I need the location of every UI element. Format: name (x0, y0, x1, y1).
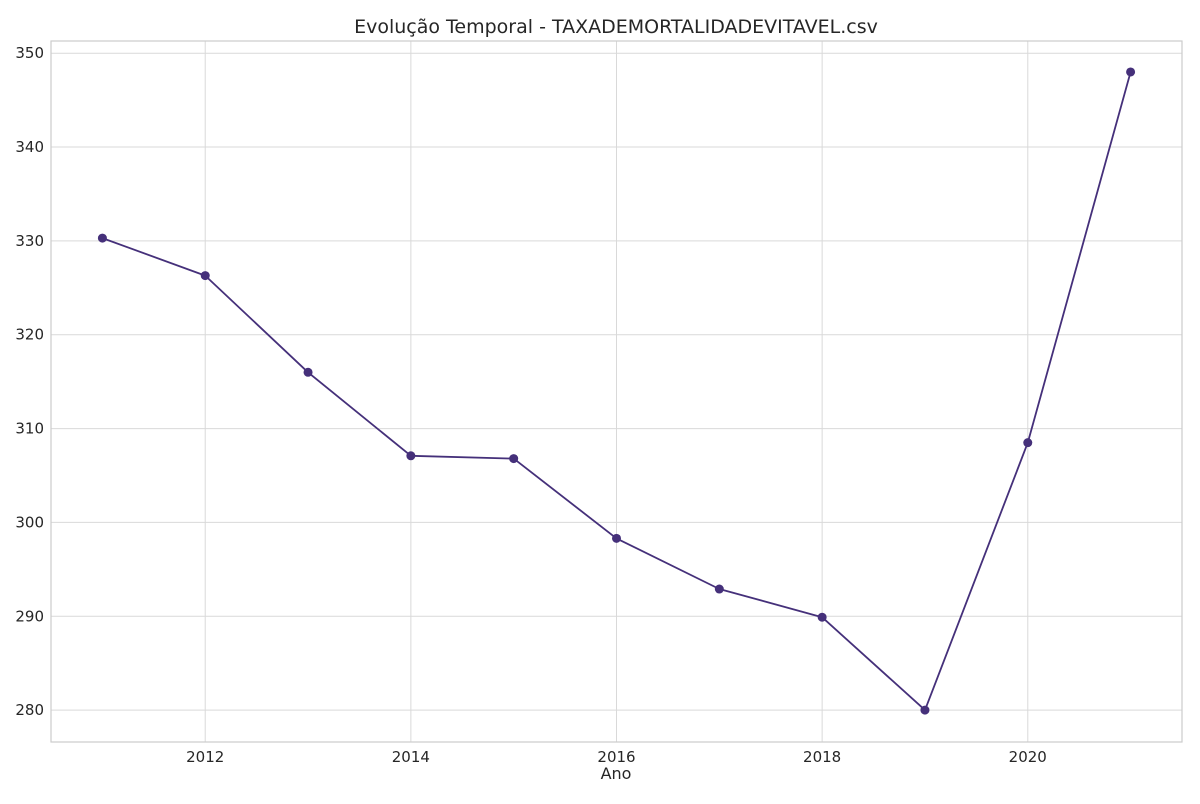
data-point[interactable] (509, 454, 519, 464)
data-point[interactable] (1126, 67, 1136, 77)
y-tick-label: 340 (15, 138, 44, 156)
y-tick-label: 280 (15, 701, 44, 719)
data-point[interactable] (612, 533, 621, 543)
x-tick-label: 2018 (803, 748, 841, 766)
data-point[interactable] (1023, 438, 1033, 448)
y-tick-label: 330 (15, 232, 44, 250)
y-tick-label: 300 (15, 513, 44, 531)
y-tick-label: 320 (15, 326, 44, 344)
data-point[interactable] (714, 584, 724, 594)
grid (51, 41, 1182, 742)
data-point[interactable] (303, 367, 313, 377)
x-axis-title: Ano (601, 764, 632, 783)
data-point[interactable] (406, 451, 416, 461)
y-tick-label: 290 (15, 607, 44, 625)
data-point[interactable] (97, 233, 107, 243)
x-tick-label: 2012 (186, 748, 224, 766)
y-tick-label: 350 (15, 44, 44, 62)
data-point[interactable] (200, 271, 210, 281)
chart-title: Evolução Temporal - TAXADEMORTALIDADEVIT… (354, 16, 878, 38)
data-point[interactable] (817, 612, 827, 622)
plot-frame (50, 40, 1183, 743)
x-tick-label: 2020 (1009, 748, 1047, 766)
x-tick-label: 2016 (597, 748, 635, 766)
series (97, 67, 1136, 715)
data-point[interactable] (920, 705, 930, 715)
tick-labels: 2012 2014 2016 2018 2020 280 290 300 310 320 330 34… (15, 44, 1047, 766)
y-tick-label: 310 (15, 420, 44, 438)
x-tick-label: 2014 (392, 748, 430, 766)
